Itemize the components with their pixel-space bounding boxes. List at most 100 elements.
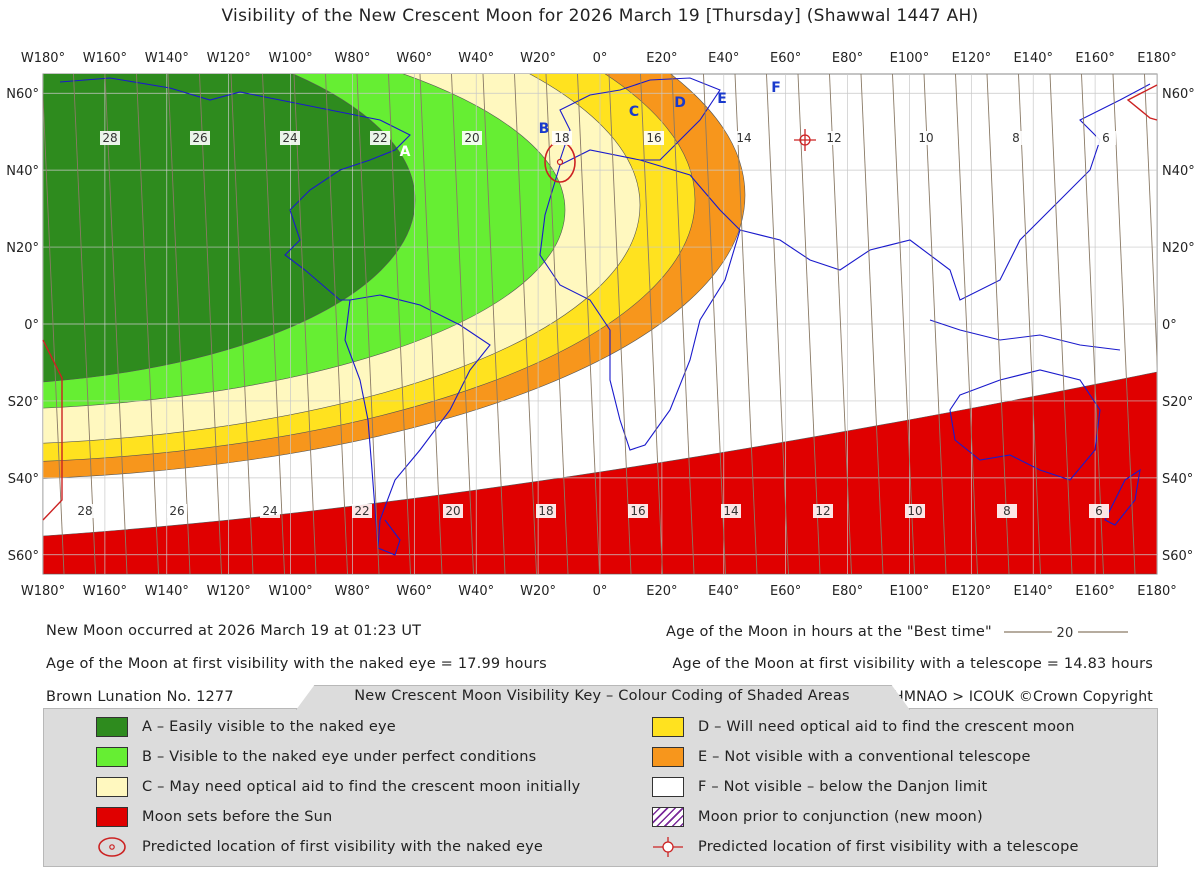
- key-item-a: A – Easily visible to the naked eye: [96, 715, 396, 739]
- age-line: [640, 74, 663, 574]
- key-item-d: D – Will need optical aid to find the cr…: [652, 715, 1075, 739]
- lat-label-right: S60°: [1162, 549, 1193, 564]
- age-label-bottom: 12: [813, 504, 833, 518]
- age-line: [230, 74, 254, 574]
- swatch-d: [652, 717, 684, 737]
- lat-label-right: N40°: [1162, 164, 1195, 179]
- lon-label-top: W140°: [145, 51, 189, 66]
- lat-label-right: 0°: [1162, 318, 1177, 333]
- svg-text:12: 12: [826, 131, 841, 145]
- age-line: [1049, 74, 1073, 574]
- north-america-coast: [59, 77, 411, 301]
- latitude-labels-left: N60° N40° N20° 0° S20° S40° S60°: [6, 87, 39, 564]
- lon-label-bottom: E80°: [832, 584, 863, 599]
- age-line: [923, 74, 947, 574]
- south-america-west-coast: [344, 299, 379, 549]
- lat-label-left: N20°: [6, 241, 39, 256]
- key-label-naked-eye-location: Predicted location of first visibility w…: [142, 839, 543, 855]
- lon-label-bottom: E100°: [890, 584, 930, 599]
- europe-coast: [559, 77, 721, 161]
- svg-text:18: 18: [538, 504, 553, 518]
- age-label-bottom: 24: [260, 504, 280, 518]
- lon-label-top: E80°: [832, 51, 863, 66]
- key-item-f: F – Not visible – below the Danjon limit: [652, 775, 987, 799]
- prior-conjunction-boundary-east: [1126, 84, 1158, 121]
- key-item-b: B – Visible to the naked eye under perfe…: [96, 745, 536, 769]
- age-label-bottom: 22: [352, 504, 372, 518]
- age-label-top: 18: [552, 131, 572, 145]
- lat-label-left: 0°: [24, 318, 39, 333]
- key-item-naked-eye-location: Predicted location of first visibility w…: [96, 835, 543, 859]
- age-line: [136, 74, 159, 574]
- age-label-top: 8: [1006, 131, 1026, 145]
- age-line: [955, 74, 978, 574]
- age-label-top: 6: [1096, 131, 1116, 145]
- key-label-e: E – Not visible with a conventional tele…: [698, 749, 1031, 765]
- map-title: Visibility of the New Crescent Moon for …: [221, 6, 979, 26]
- key-item-e: E – Not visible with a conventional tele…: [652, 745, 1031, 769]
- age-label-top: 12: [824, 131, 844, 145]
- lon-label-top: E160°: [1075, 51, 1115, 66]
- age-label-bottom: 16: [628, 504, 648, 518]
- best-time-sample-line: 20: [1003, 624, 1128, 641]
- lat-label-left: S20°: [8, 395, 39, 410]
- lon-label-bottom: W160°: [83, 584, 127, 599]
- age-label-bottom: 14: [721, 504, 741, 518]
- new-moon-info: New Moon occurred at 2026 March 19 at 01…: [46, 623, 422, 639]
- age-line: [419, 74, 443, 574]
- age-label-top: 16: [644, 131, 664, 145]
- svg-text:12: 12: [815, 504, 830, 518]
- lon-label-top: W120°: [207, 51, 251, 66]
- age-label-top: 26: [190, 131, 210, 145]
- lat-label-left: S60°: [8, 549, 39, 564]
- lon-label-bottom: W60°: [396, 584, 432, 599]
- lon-label-bottom: W80°: [334, 584, 370, 599]
- lon-label-bottom: E180°: [1137, 584, 1177, 599]
- age-label-top: 22: [370, 131, 390, 145]
- zone-letter: C: [629, 104, 639, 120]
- age-label-top: 20: [462, 131, 482, 145]
- coastlines: [59, 77, 1151, 556]
- age-line: [577, 74, 600, 574]
- telescope-age: Age of the Moon at first visibility with…: [672, 656, 1153, 672]
- africa-coast: [539, 149, 741, 451]
- age-line: [986, 74, 1010, 574]
- swatch-f: [652, 777, 684, 797]
- age-label-bottom: 8: [997, 504, 1017, 518]
- visibility-map: W180° W160° W140° W120° W100° W80° W60° W40° W20…: [6, 51, 1195, 599]
- svg-text:26: 26: [192, 131, 207, 145]
- zone-letter: D: [674, 95, 686, 111]
- key-item-telescope-location: Predicted location of first visibility w…: [652, 835, 1079, 859]
- age-label-bottom: 28: [75, 504, 95, 518]
- age-label-top: 14: [734, 131, 754, 145]
- visibility-key: New Crescent Moon Visibility Key – Colou…: [43, 685, 1158, 867]
- lon-label-bottom: E160°: [1075, 584, 1115, 599]
- age-line: [104, 74, 128, 574]
- svg-text:14: 14: [736, 131, 751, 145]
- zone-letter: E: [717, 91, 727, 107]
- swatch-b: [96, 747, 128, 767]
- svg-text:6: 6: [1095, 504, 1103, 518]
- key-label-c: C – May need optical aid to find the cre…: [142, 779, 581, 795]
- age-label-bottom: 20: [443, 504, 463, 518]
- key-label-f: F – Not visible – below the Danjon limit: [698, 779, 988, 795]
- age-line: [1144, 74, 1157, 369]
- age-line: [1018, 74, 1041, 574]
- lon-label-top: E140°: [1013, 51, 1053, 66]
- lon-label-top: W160°: [83, 51, 127, 66]
- age-line: [766, 74, 789, 574]
- key-label-moon-sets: Moon sets before the Sun: [142, 809, 333, 825]
- age-line: [734, 74, 758, 574]
- lon-label-top: W20°: [520, 51, 556, 66]
- age-lines: [43, 74, 1157, 574]
- lat-label-right: N60°: [1162, 87, 1195, 102]
- zone-letter: B: [539, 121, 550, 137]
- lon-label-bottom: 0°: [593, 584, 608, 599]
- age-label-top: 10: [916, 131, 936, 145]
- prior-conjunction-boundary-west: [42, 339, 63, 521]
- swatch-moon-sets: [96, 807, 128, 827]
- age-line: [829, 74, 852, 574]
- age-label-bottom: 10: [905, 504, 925, 518]
- svg-text:10: 10: [918, 131, 933, 145]
- age-label-top: 24: [280, 131, 300, 145]
